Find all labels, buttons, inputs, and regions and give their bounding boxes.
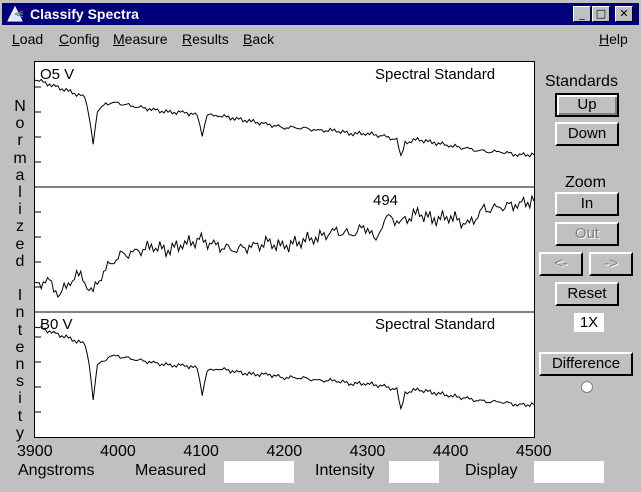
intensity-label: Intensity [315,462,375,479]
menu-load-accel: L [12,31,20,47]
bottom-panel-star-label: B0 V [40,316,73,333]
menu-measure-accel: M [113,31,125,47]
menu-results-accel: R [182,31,193,47]
zoom-out-button[interactable]: Out [555,222,619,246]
menu-measure[interactable]: Measure [113,31,167,47]
spectrum-line-b0v [35,325,534,411]
spectrum-line-494 [35,194,534,298]
top-panel-kind-label: Spectral Standard [375,66,496,83]
close-button[interactable]: ✕ [615,6,633,22]
reset-button[interactable]: Reset [555,282,619,306]
menu-load[interactable]: Load [12,31,43,47]
menu-config-label: onfig [69,31,100,47]
spectrum-line-o5v [35,78,534,158]
menu-measure-label: easure [124,31,168,47]
y-axis-label-text: N o r m a l i z e d I n t e n s i t y [13,98,27,442]
menu-help[interactable]: Help [599,31,628,47]
pan-right-button[interactable]: -> [589,252,633,276]
x-axis-unit-label: Angstroms [18,462,95,479]
menu-help-label: elp [609,31,628,47]
menu-bar: Load Config Measure Results Back Help [0,28,641,50]
menu-results-label: esults [192,31,229,47]
difference-button[interactable]: Difference [539,352,633,376]
standards-title: Standards [545,73,618,90]
menu-back-accel: B [243,31,253,47]
top-panel-star-label: O5 V [40,66,75,83]
display-field[interactable] [534,461,604,483]
prism-icon [7,5,24,22]
menu-load-label: oad [19,31,44,47]
maximize-button[interactable]: □ [592,6,610,22]
x-tick-label: 4400 [432,443,469,460]
minimize-button[interactable]: _ [573,6,591,22]
x-tick-label: 4000 [100,443,136,460]
x-tick-label: 4200 [266,443,303,460]
x-tick-label: 4500 [516,443,552,460]
menu-back[interactable]: Back [243,31,274,47]
measured-label: Measured [135,462,207,479]
menu-help-accel: H [599,31,610,47]
zoom-title: Zoom [565,174,606,191]
title-bar[interactable]: Classify Spectra _ □ ✕ [2,3,639,25]
menu-back-label: ack [252,31,275,47]
menu-config[interactable]: Config [59,31,99,47]
menu-results[interactable]: Results [182,31,229,47]
measured-field[interactable] [224,461,294,483]
display-label: Display [465,462,518,479]
bottom-panel-kind-label: Spectral Standard [375,316,496,333]
standards-up-button[interactable]: Up [555,93,619,117]
x-tick-label: 3900 [17,443,53,460]
x-tick-label: 4300 [349,443,386,460]
zoom-level-display: 1X [574,313,604,332]
x-tick-label: 4100 [183,443,219,460]
intensity-field[interactable] [389,461,439,483]
middle-panel-id-label: 494 [373,192,399,209]
zoom-in-button[interactable]: In [555,192,619,216]
difference-radio[interactable] [581,381,593,393]
y-axis-label: N o r m a l i z e d I n t e n s i t y [11,98,29,442]
pan-left-button[interactable]: <- [539,252,583,276]
standards-down-button[interactable]: Down [555,122,619,146]
spectra-plot-area[interactable]: O5 V Spectral Standard 494 B0 V Spectral… [34,61,535,438]
window-title: Classify Spectra [30,6,139,22]
spectra-plot[interactable] [35,62,534,437]
menu-config-accel: C [59,31,70,47]
